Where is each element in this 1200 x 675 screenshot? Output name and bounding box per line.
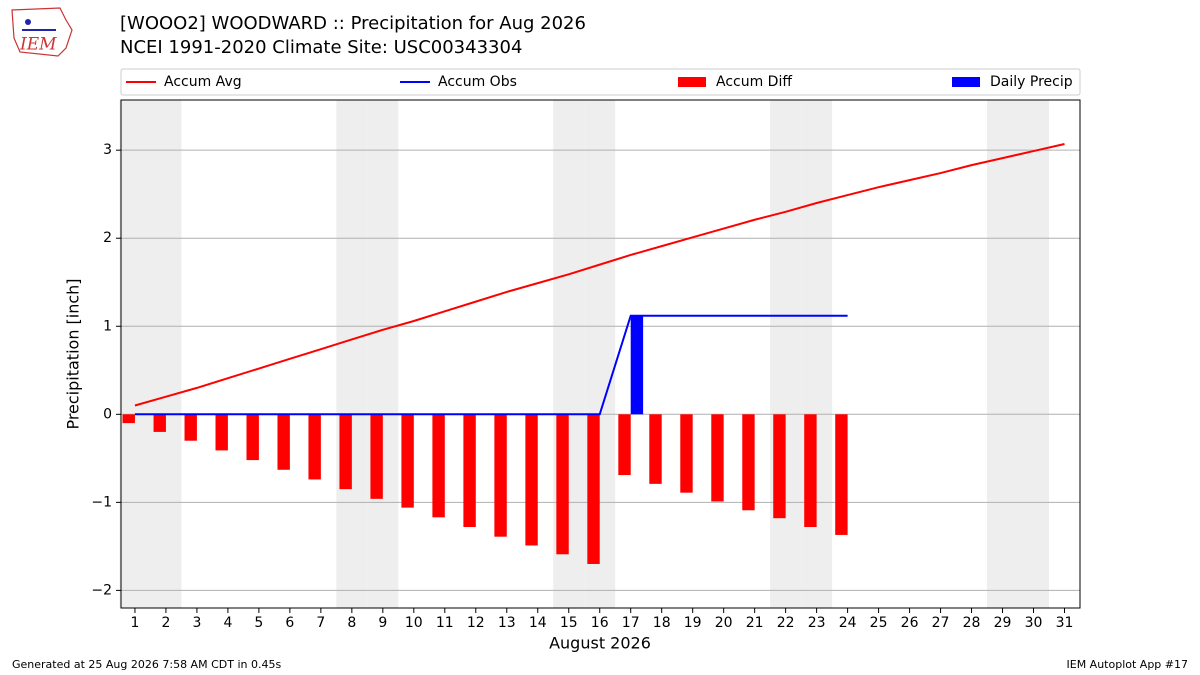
logo-icon bbox=[25, 19, 31, 25]
bar bbox=[370, 414, 383, 499]
y-tick-label: 0 bbox=[103, 406, 112, 422]
weekend-band bbox=[150, 100, 182, 608]
bar bbox=[773, 414, 786, 519]
x-tick-label: 10 bbox=[405, 615, 423, 631]
x-tick-label: 7 bbox=[316, 615, 325, 631]
bar bbox=[556, 414, 569, 555]
x-tick-label: 21 bbox=[746, 615, 764, 631]
legend-label: Accum Avg bbox=[164, 74, 242, 90]
x-tick-label: 28 bbox=[963, 615, 981, 631]
weekend-band bbox=[119, 100, 151, 608]
bar bbox=[742, 414, 755, 511]
logo-outline bbox=[11, 7, 73, 57]
bar bbox=[494, 414, 507, 537]
bar bbox=[246, 414, 259, 461]
x-tick-label: 24 bbox=[839, 615, 857, 631]
bar bbox=[630, 315, 644, 415]
chart-subtitle: NCEI 1991-2020 Climate Site: USC00343304 bbox=[120, 37, 522, 58]
x-tick-label: 23 bbox=[808, 615, 826, 631]
bar bbox=[277, 414, 290, 470]
x-tick-label: 1 bbox=[130, 615, 139, 631]
footer-right: IEM Autoplot App #17 bbox=[1067, 658, 1189, 671]
bar bbox=[525, 414, 538, 546]
weekend-band bbox=[336, 100, 368, 608]
bar bbox=[215, 414, 228, 451]
x-tick-label: 16 bbox=[591, 615, 609, 631]
x-tick-label: 11 bbox=[436, 615, 454, 631]
bar bbox=[463, 414, 476, 528]
y-tick-label: 1 bbox=[103, 318, 112, 334]
x-tick-label: 3 bbox=[192, 615, 201, 631]
x-tick-label: 15 bbox=[560, 615, 578, 631]
legend-label: Accum Obs bbox=[438, 74, 517, 90]
x-tick-label: 12 bbox=[467, 615, 485, 631]
weekend-band bbox=[1018, 100, 1050, 608]
bar bbox=[711, 414, 724, 502]
y-tick-label: 2 bbox=[103, 230, 112, 246]
y-tick-label: 3 bbox=[103, 142, 112, 158]
x-tick-label: 6 bbox=[285, 615, 294, 631]
plot-frame bbox=[120, 99, 1081, 609]
legend-swatch bbox=[952, 77, 980, 87]
x-tick-label: 31 bbox=[1056, 615, 1074, 631]
bar bbox=[618, 414, 631, 476]
bar bbox=[587, 414, 600, 564]
y-tick-label: −1 bbox=[91, 494, 112, 510]
weekend-band bbox=[801, 100, 833, 608]
x-tick-label: 5 bbox=[254, 615, 263, 631]
x-tick-label: 27 bbox=[932, 615, 950, 631]
logo-text: IEM bbox=[19, 35, 57, 55]
line bbox=[134, 143, 1065, 407]
weekend-band bbox=[770, 100, 802, 608]
legend-box bbox=[120, 68, 1081, 96]
logo: IEM bbox=[11, 7, 73, 57]
x-tick-label: 25 bbox=[870, 615, 888, 631]
x-tick-label: 9 bbox=[378, 615, 387, 631]
bar bbox=[184, 414, 197, 441]
x-tick-label: 22 bbox=[777, 615, 795, 631]
bar bbox=[680, 414, 693, 493]
x-tick-label: 4 bbox=[223, 615, 232, 631]
x-tick-label: 30 bbox=[1025, 615, 1043, 631]
x-tick-label: 8 bbox=[347, 615, 356, 631]
x-tick-label: 17 bbox=[622, 615, 640, 631]
y-tick-label: −2 bbox=[91, 582, 112, 598]
x-axis-label: August 2026 bbox=[549, 634, 651, 653]
bar bbox=[804, 414, 817, 528]
x-tick-label: 26 bbox=[901, 615, 919, 631]
bar bbox=[122, 414, 135, 424]
x-tick-label: 20 bbox=[715, 615, 733, 631]
weekend-band bbox=[367, 100, 399, 608]
bar bbox=[153, 414, 166, 432]
bar bbox=[401, 414, 414, 508]
x-tick-label: 18 bbox=[653, 615, 671, 631]
legend-label: Daily Precip bbox=[990, 74, 1073, 90]
x-tick-label: 14 bbox=[529, 615, 547, 631]
bar bbox=[649, 414, 662, 484]
x-tick-label: 29 bbox=[994, 615, 1012, 631]
bar bbox=[308, 414, 321, 480]
x-tick-label: 13 bbox=[498, 615, 516, 631]
bar bbox=[432, 414, 445, 518]
bar bbox=[339, 414, 352, 490]
chart-title: [WOOO2] WOODWARD :: Precipitation for Au… bbox=[120, 13, 586, 34]
line bbox=[134, 314, 848, 416]
legend-swatch bbox=[678, 77, 706, 87]
weekend-band bbox=[987, 100, 1019, 608]
y-axis-label: Precipitation [inch] bbox=[64, 278, 83, 429]
bar bbox=[835, 414, 848, 535]
footer-left: Generated at 25 Aug 2026 7:58 AM CDT in … bbox=[12, 658, 281, 671]
x-tick-label: 2 bbox=[161, 615, 170, 631]
x-tick-label: 19 bbox=[684, 615, 702, 631]
legend-label: Accum Diff bbox=[716, 74, 792, 90]
